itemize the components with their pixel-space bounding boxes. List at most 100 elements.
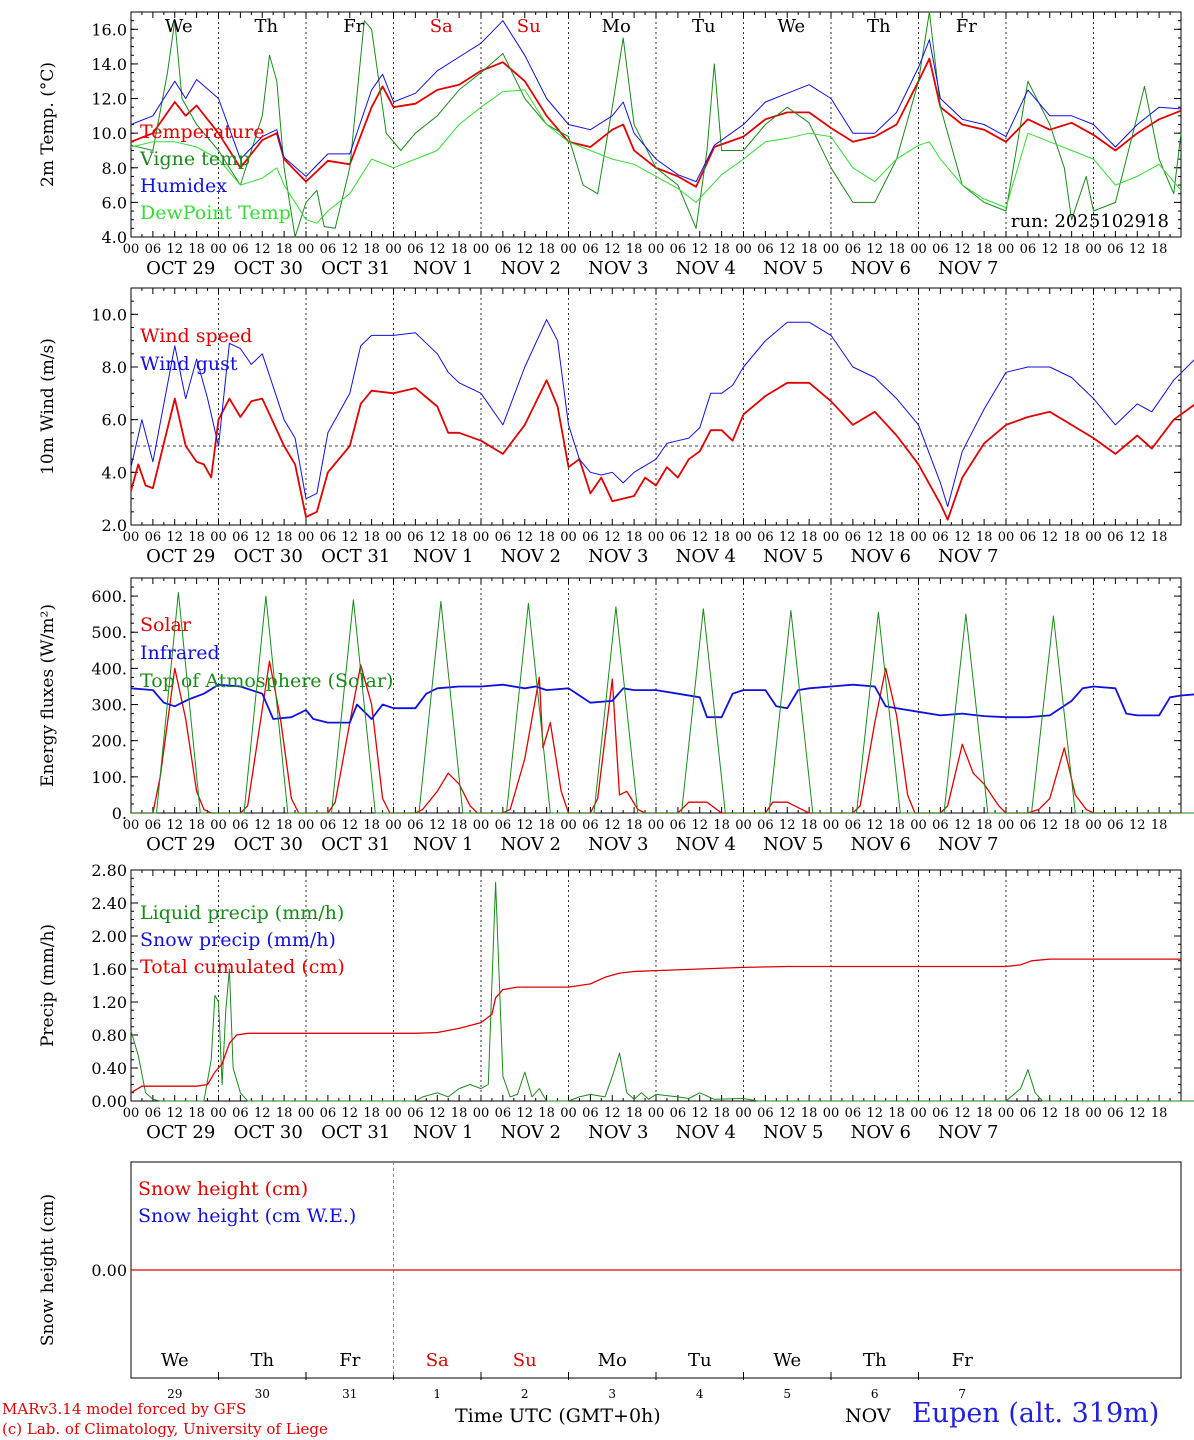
hour-tick-label: 06	[845, 818, 862, 833]
hour-tick-label: 18	[451, 530, 468, 545]
hour-tick-label: 18	[976, 530, 993, 545]
legend-entry: DewPoint Temp	[140, 202, 291, 224]
date-tick-label: OCT 29	[146, 1122, 215, 1143]
hour-tick-label: 00	[210, 818, 227, 833]
date-tick-label: OCT 30	[234, 834, 303, 855]
hour-tick-label: 18	[276, 818, 293, 833]
y-tick-label: 300.	[91, 696, 127, 715]
hour-tick-label: 06	[320, 1106, 337, 1121]
model-credit: MARv3.14 model forced by GFS	[2, 1400, 247, 1418]
weekday-label: Fr	[343, 16, 364, 37]
y-tick-label: 6.0	[102, 193, 127, 212]
date-tick-label: NOV 7	[938, 1122, 998, 1143]
hour-tick-label: 00	[648, 1106, 665, 1121]
date-tick-label: NOV 6	[851, 834, 911, 855]
date-tick-label: OCT 30	[234, 1122, 303, 1143]
series-line	[130, 20, 1182, 183]
hour-tick-label: 12	[604, 818, 621, 833]
weekday-label: Mo	[598, 1350, 627, 1371]
y-tick-label: 8.0	[102, 358, 127, 377]
hour-tick-label: 00	[998, 242, 1015, 257]
hour-tick-label: 00	[1085, 1106, 1102, 1121]
hour-tick-label: 06	[845, 242, 862, 257]
hour-tick-label: 18	[1151, 530, 1168, 545]
hour-tick-label: 00	[1085, 242, 1102, 257]
date-tick-label: NOV 7	[938, 834, 998, 855]
lab-credit: (c) Lab. of Climatology, University of L…	[2, 1420, 328, 1438]
hour-tick-label: 18	[801, 818, 818, 833]
hour-tick-label: 00	[473, 1106, 490, 1121]
hour-tick-label: 12	[954, 818, 971, 833]
hour-tick-label: 06	[407, 818, 424, 833]
hour-tick-label: 18	[1063, 530, 1080, 545]
date-tick-label: NOV 2	[501, 834, 561, 855]
hour-tick-label: 06	[145, 530, 162, 545]
hour-tick-label: 00	[823, 818, 840, 833]
hour-tick-label: 06	[1107, 1106, 1124, 1121]
hour-tick-label: 18	[538, 1106, 555, 1121]
hour-tick-label: 00	[910, 530, 927, 545]
hour-tick-label: 12	[1129, 242, 1146, 257]
hour-tick-label: 06	[670, 242, 687, 257]
y-tick-label: 600.	[91, 587, 127, 606]
hour-tick-label: 06	[495, 242, 512, 257]
hour-tick-label: 18	[188, 1106, 205, 1121]
weekday-label: Th	[254, 16, 278, 37]
hour-tick-label: 12	[1129, 818, 1146, 833]
y-tick-label: 2.00	[91, 927, 127, 946]
hour-tick-label: 18	[976, 242, 993, 257]
hour-tick-label: 18	[801, 1106, 818, 1121]
y-axis-label: Energy fluxes (W/m²)	[38, 604, 58, 787]
date-tick-label: OCT 29	[146, 258, 215, 279]
legend-entry: Humidex	[140, 175, 227, 197]
hour-tick-label: 18	[1063, 818, 1080, 833]
y-tick-label: 200.	[91, 732, 127, 751]
y-tick-label: 4.0	[102, 228, 127, 247]
hour-tick-label: 00	[385, 530, 402, 545]
weekday-label: Fr	[339, 1350, 360, 1371]
hour-tick-label: 00	[385, 1106, 402, 1121]
date-tick-label: NOV 5	[763, 258, 823, 279]
hour-tick-label: 18	[188, 530, 205, 545]
hour-tick-label: 06	[320, 242, 337, 257]
hour-tick-label: 18	[451, 242, 468, 257]
hour-tick-label: 12	[779, 1106, 796, 1121]
hour-tick-label: 12	[866, 242, 883, 257]
date-tick-label: NOV 4	[676, 258, 736, 279]
hour-tick-label: 18	[538, 242, 555, 257]
y-tick-label: 6.0	[102, 411, 127, 430]
hour-tick-label: 00	[385, 242, 402, 257]
y-tick-label: 10.0	[91, 124, 127, 143]
hour-tick-label: 00	[648, 242, 665, 257]
date-tick-label: NOV 4	[676, 1122, 736, 1143]
series-line	[130, 89, 1182, 224]
hour-tick-label: 12	[516, 242, 533, 257]
hour-tick-label: 00	[998, 1106, 1015, 1121]
hour-tick-label: 18	[888, 242, 905, 257]
date-tick-label: NOV 2	[501, 1122, 561, 1143]
hour-tick-label: 12	[429, 818, 446, 833]
y-tick-label: 2.40	[91, 894, 127, 913]
hour-tick-label: 00	[210, 1106, 227, 1121]
y-axis-label: 10m Wind (m/s)	[38, 338, 58, 475]
day-number-label: 7	[958, 1387, 966, 1401]
y-tick-label: 500.	[91, 623, 127, 642]
date-tick-label: NOV 1	[413, 546, 473, 567]
hour-tick-label: 18	[276, 242, 293, 257]
date-tick-label: NOV 4	[676, 834, 736, 855]
date-tick-label: NOV 5	[763, 834, 823, 855]
hour-tick-label: 00	[123, 242, 140, 257]
hour-tick-label: 18	[538, 818, 555, 833]
hour-tick-label: 12	[341, 818, 358, 833]
hour-tick-label: 18	[363, 530, 380, 545]
hour-tick-label: 00	[735, 818, 752, 833]
date-tick-label: NOV 1	[413, 258, 473, 279]
hour-tick-label: 00	[823, 242, 840, 257]
y-tick-label: 0.	[112, 804, 127, 823]
run-annotation: run: 2025102918	[1011, 211, 1169, 232]
hour-tick-label: 00	[910, 1106, 927, 1121]
hour-tick-label: 12	[429, 242, 446, 257]
y-tick-label: 16.0	[91, 20, 127, 39]
y-axis-label: Precip (mm/h)	[38, 924, 58, 1047]
hour-tick-label: 06	[1020, 818, 1037, 833]
